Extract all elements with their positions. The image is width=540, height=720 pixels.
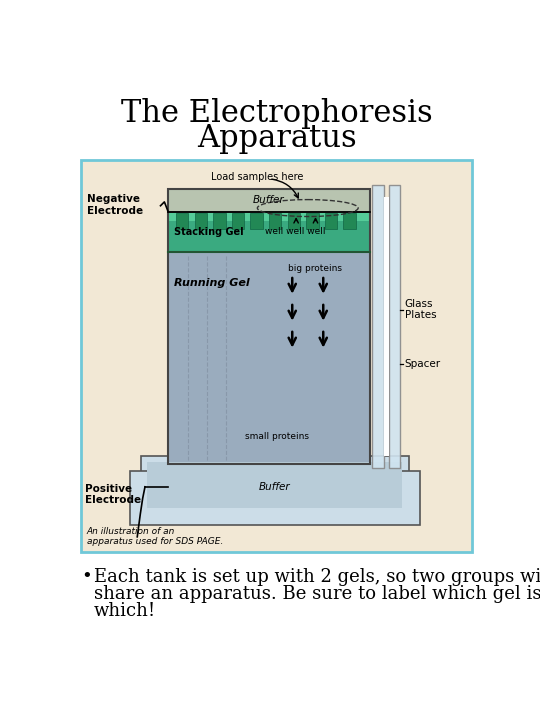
Text: Buffer: Buffer <box>259 482 290 492</box>
Text: Load samples here: Load samples here <box>211 172 303 182</box>
Bar <box>251 213 263 229</box>
Bar <box>325 213 337 229</box>
Text: Negative
Electrode: Negative Electrode <box>87 194 143 216</box>
Text: Positive
Electrode: Positive Electrode <box>85 484 141 505</box>
Bar <box>213 213 226 229</box>
Text: Spacer: Spacer <box>404 359 441 369</box>
Bar <box>168 252 370 464</box>
Text: Stacking Gel: Stacking Gel <box>174 227 244 237</box>
Text: big proteins: big proteins <box>288 264 342 274</box>
Bar <box>168 212 370 252</box>
Text: well well well: well well well <box>265 228 326 236</box>
Bar <box>232 213 244 229</box>
Bar <box>168 212 370 221</box>
Bar <box>372 185 384 467</box>
Bar <box>389 185 400 467</box>
Bar <box>194 213 207 229</box>
Bar <box>141 456 408 514</box>
Bar <box>147 462 402 508</box>
Text: •: • <box>82 567 92 585</box>
Bar <box>168 189 370 464</box>
Text: Each tank is set up with 2 gels, so two groups will: Each tank is set up with 2 gels, so two … <box>94 567 540 585</box>
Bar <box>168 189 370 464</box>
Text: Apparatus: Apparatus <box>197 123 356 154</box>
Text: An illustration of an
apparatus used for SDS PAGE.: An illustration of an apparatus used for… <box>87 527 223 546</box>
Text: The Electrophoresis: The Electrophoresis <box>121 98 433 129</box>
Bar <box>168 189 370 212</box>
Bar <box>82 160 472 552</box>
Text: small proteins: small proteins <box>245 432 309 441</box>
Bar <box>306 213 319 229</box>
Bar <box>288 213 300 229</box>
Bar <box>176 213 188 229</box>
Bar <box>384 197 389 456</box>
Bar <box>343 213 356 229</box>
Text: Buffer: Buffer <box>253 195 285 205</box>
Bar <box>130 472 420 526</box>
Text: Running Gel: Running Gel <box>174 278 250 288</box>
Bar <box>269 213 281 229</box>
Text: Glass
Plates: Glass Plates <box>404 299 436 320</box>
Text: share an apparatus. Be sure to label which gel is: share an apparatus. Be sure to label whi… <box>94 585 540 603</box>
Text: which!: which! <box>94 601 156 619</box>
